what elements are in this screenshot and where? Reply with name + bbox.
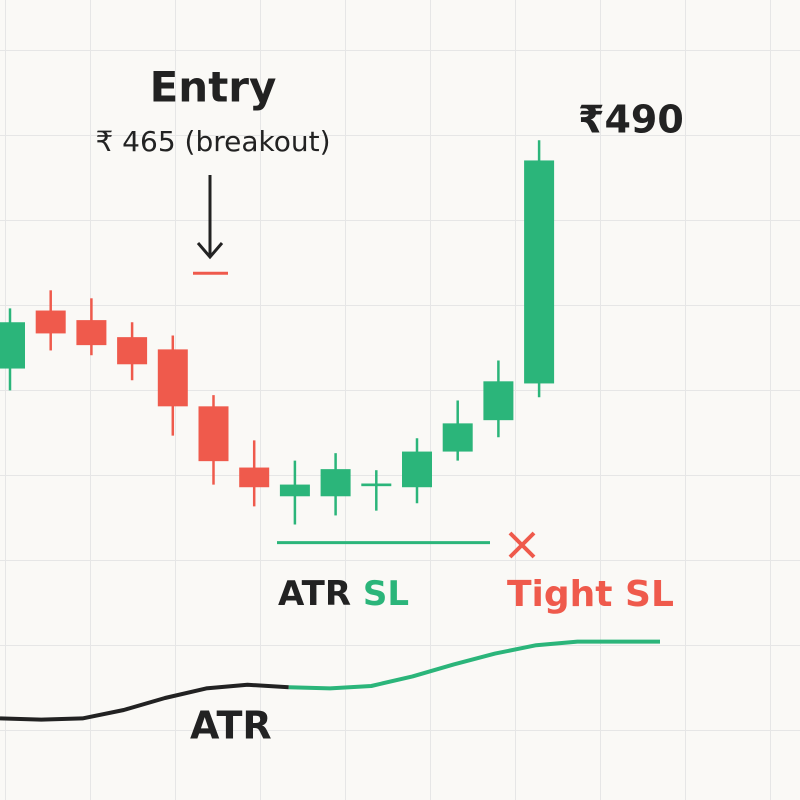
candle-body	[320, 469, 351, 497]
candle-body	[117, 337, 148, 365]
candle-body	[402, 451, 432, 488]
atr-sl-label-atr: ATR	[278, 574, 351, 614]
atr-line	[288, 639, 660, 691]
candle-body	[483, 381, 514, 421]
candle-body	[279, 484, 310, 497]
candle-body	[524, 160, 555, 384]
tight-sl-label: Tight SL	[507, 574, 674, 615]
entry-arrowhead	[196, 242, 224, 260]
candle-body	[361, 483, 392, 487]
candle-body	[239, 467, 270, 488]
target-label: ₹490	[578, 98, 684, 142]
entry-label: ₹ 465 (breakout)	[95, 125, 330, 158]
atr-sl-label-sl: SL	[363, 574, 409, 614]
candle-body	[442, 423, 473, 452]
entry-title: Entry	[150, 63, 277, 112]
tight-sl-cross	[508, 531, 536, 559]
candle-body	[157, 349, 188, 407]
candle-body	[76, 320, 107, 346]
candle-body	[35, 310, 66, 334]
candle-body	[0, 322, 25, 369]
atr-label: ATR	[190, 704, 272, 748]
atr-sl-label: ATR SL	[278, 574, 409, 614]
candle-body	[198, 406, 229, 462]
atr-line	[0, 682, 289, 722]
